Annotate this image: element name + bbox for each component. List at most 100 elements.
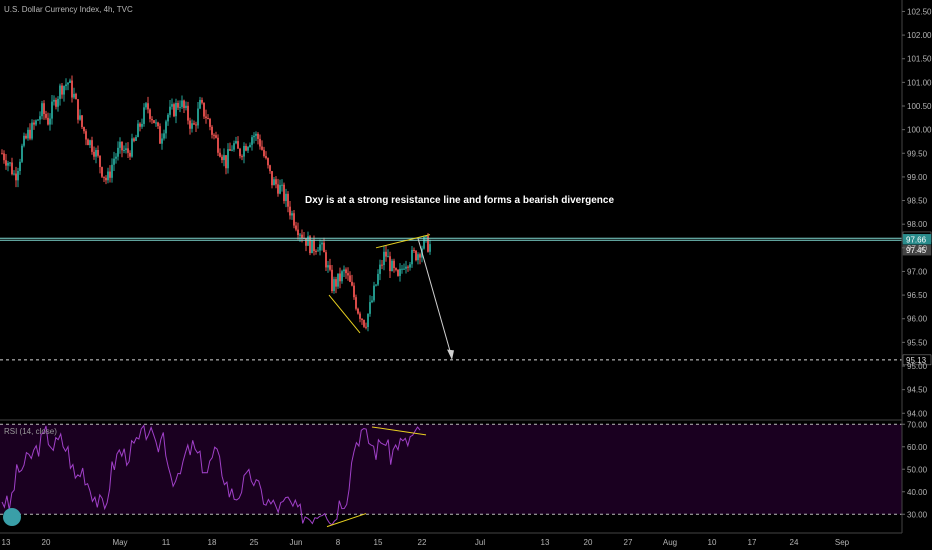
candle-body: [189, 120, 191, 129]
candle-body: [273, 179, 275, 186]
candle-body: [17, 171, 19, 181]
candle-body: [27, 129, 29, 139]
candle-body: [219, 152, 221, 157]
candle-body: [123, 150, 125, 152]
candle-body: [383, 251, 385, 266]
candle-body: [133, 138, 135, 141]
candle-body: [53, 99, 55, 102]
price-tick-label: 102.00: [907, 31, 932, 40]
candle-body: [221, 156, 223, 161]
candle-body: [113, 158, 115, 165]
candle-body: [239, 148, 241, 157]
candle-body: [363, 320, 365, 327]
candle-body: [31, 122, 33, 139]
candle-body: [255, 133, 257, 136]
candle-body: [79, 115, 81, 120]
rsi-tick-label: 30.00: [907, 510, 928, 519]
candle-body: [153, 120, 155, 123]
candle-body: [73, 93, 75, 98]
rsi-tick-label: 70.00: [907, 420, 928, 429]
candle-body: [169, 106, 171, 115]
candle-body: [313, 239, 315, 251]
time-tick-label: 15: [374, 538, 383, 547]
time-tick-label: Jun: [290, 538, 303, 547]
price-tick-label: 97.00: [907, 267, 928, 276]
candle-body: [105, 177, 107, 181]
candle-body: [29, 129, 31, 139]
candle-body: [361, 318, 363, 321]
candle-body: [87, 139, 89, 146]
candle-body: [403, 268, 405, 270]
time-tick-label: 10: [708, 538, 717, 547]
candle-body: [19, 161, 21, 172]
candle-body: [209, 118, 211, 127]
candle-body: [389, 256, 391, 272]
candle-body: [265, 156, 267, 159]
candle-body: [51, 101, 53, 119]
candle-body: [55, 99, 57, 107]
price-tick-label: 95.00: [907, 362, 928, 371]
candle-body: [243, 145, 245, 157]
candle-body: [263, 149, 265, 157]
candle-body: [415, 250, 417, 261]
candle-body: [293, 213, 295, 226]
candle-body: [177, 102, 179, 108]
candle-body: [95, 149, 97, 157]
candle-body: [365, 326, 367, 328]
candle-body: [285, 193, 287, 201]
candle-body: [409, 264, 411, 268]
candle-body: [65, 84, 67, 87]
candle-body: [159, 126, 161, 144]
candle-body: [121, 141, 123, 151]
candle-body: [39, 116, 41, 120]
candle-body: [257, 133, 259, 139]
candle-body: [225, 155, 227, 169]
candle-body: [9, 162, 11, 164]
candle-body: [309, 236, 311, 254]
rsi-upper-trendline: [371, 426, 427, 436]
candle-body: [43, 103, 45, 114]
candle-body: [115, 156, 117, 159]
candle-body: [137, 123, 139, 138]
current-price-tag-label: 97.66: [906, 235, 927, 244]
candle-body: [11, 162, 13, 175]
candle-body: [369, 302, 371, 314]
candle-body: [173, 104, 175, 117]
annotation-text: Dxy is at a strong resistance line and f…: [305, 195, 614, 206]
current-price-tag-bg: [902, 234, 932, 245]
candle-body: [371, 300, 373, 303]
candle-body: [277, 184, 279, 194]
candle-body: [355, 297, 357, 309]
candle-body: [427, 236, 429, 252]
candle-body: [99, 155, 101, 168]
price-tick-label: 101.50: [907, 55, 932, 64]
candle-body: [343, 269, 345, 272]
candle-body: [141, 123, 143, 127]
symbol-title: U.S. Dollar Currency Index, 4h, TVC: [4, 5, 133, 14]
candle-body: [319, 244, 321, 251]
candle-body: [317, 250, 319, 252]
price-tick-label: 102.50: [907, 7, 932, 16]
candle-body: [119, 141, 121, 148]
candle-body: [375, 284, 377, 286]
candle-body: [93, 151, 95, 157]
candle-body: [329, 265, 331, 270]
price-tick-label: 94.00: [907, 409, 928, 418]
candle-body: [107, 171, 109, 181]
candle-body: [341, 271, 343, 282]
time-tick-label: 27: [624, 538, 633, 547]
candle-body: [417, 254, 419, 261]
candle-body: [59, 85, 61, 99]
candle-body: [261, 146, 263, 150]
candle-body: [171, 104, 173, 107]
price-tag-low: 97.45: [902, 244, 932, 256]
candle-body: [223, 155, 225, 161]
candle-body: [289, 206, 291, 216]
price-tick-label: 100.00: [907, 126, 932, 135]
candle-body: [397, 269, 399, 276]
candle-body: [331, 269, 333, 292]
candle-body: [217, 137, 219, 153]
candle-body: [149, 109, 151, 119]
candle-body: [61, 85, 63, 95]
